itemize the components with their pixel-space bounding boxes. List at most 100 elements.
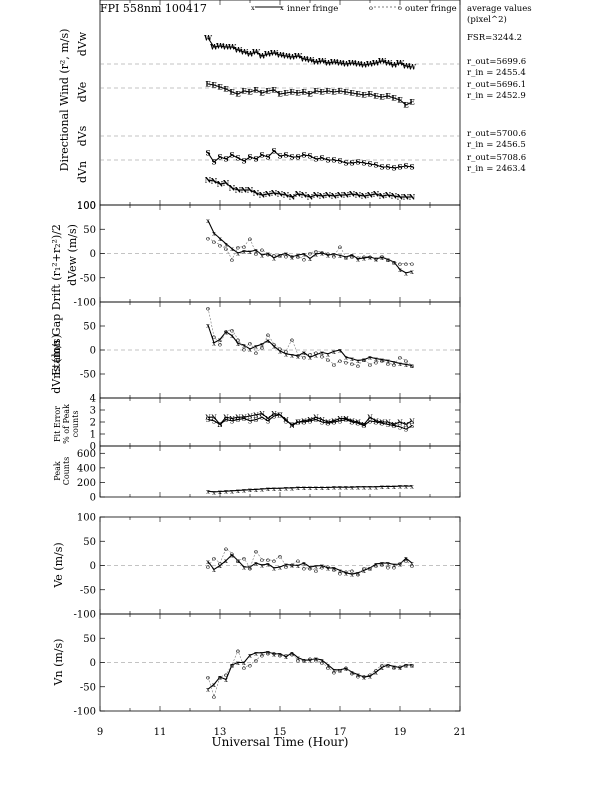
- p7-point: o: [248, 661, 252, 669]
- p5-point: x: [332, 484, 336, 492]
- p3-point: o: [248, 339, 252, 347]
- p3-point: o: [272, 341, 276, 349]
- point-dve: E: [295, 89, 300, 98]
- p3-point: x: [332, 348, 336, 356]
- p2-point: x: [350, 251, 354, 259]
- p6-point: o: [254, 547, 258, 555]
- p3-point: x: [284, 350, 288, 358]
- p4-point: N: [211, 414, 217, 422]
- dvw-r-in: r_in = 2455.4: [467, 68, 526, 78]
- p4-point: S: [302, 419, 306, 427]
- p1-label-dvs: dVs: [76, 125, 89, 146]
- p2-point: o: [236, 244, 240, 252]
- point-dvs: S: [325, 156, 330, 165]
- p3-point: o: [296, 351, 300, 359]
- p4-point: N: [397, 419, 403, 427]
- p7-point: x: [374, 669, 378, 677]
- p4-point: N: [223, 414, 229, 422]
- p7-point: o: [242, 664, 246, 672]
- p6-point: o: [302, 564, 306, 572]
- p7-point: x: [404, 661, 408, 669]
- p6-ytick-label: 0: [90, 561, 96, 572]
- p3-point: o: [410, 362, 414, 370]
- point-dvn: N: [259, 191, 266, 200]
- p5-point: x: [248, 486, 252, 494]
- p6-ylabel: Ve (m/s): [52, 542, 65, 588]
- p4-point: S: [314, 416, 318, 424]
- p7-point: o: [344, 664, 348, 672]
- p7-point: x: [380, 664, 384, 672]
- point-dve: E: [319, 88, 324, 97]
- p6-point: x: [218, 562, 222, 570]
- p7-point: x: [326, 661, 330, 669]
- p6-point: x: [266, 561, 270, 569]
- point-dvn: N: [247, 186, 254, 195]
- point-dvs: S: [247, 153, 252, 162]
- p7-point: o: [398, 663, 402, 671]
- p6-point: x: [368, 564, 372, 572]
- point-dvw: W: [263, 50, 272, 59]
- p6-point: o: [332, 566, 336, 574]
- p6-point: x: [374, 561, 378, 569]
- point-dvn: N: [409, 193, 416, 202]
- point-dve: E: [349, 89, 354, 98]
- p3-point: o: [326, 356, 330, 364]
- point-dve: E: [313, 87, 318, 96]
- p7-point: x: [350, 669, 354, 677]
- p7-ytick-label: -100: [74, 707, 96, 718]
- point-dvs: S: [253, 155, 258, 164]
- p3-point: o: [404, 357, 408, 365]
- point-dvn: N: [397, 193, 404, 202]
- p6-point: x: [410, 560, 414, 568]
- p6-ytick-label: -50: [80, 585, 96, 596]
- p7-point: x: [302, 657, 306, 665]
- p3-point: x: [290, 351, 294, 359]
- p6-point: x: [206, 558, 210, 566]
- p5-point: x: [350, 484, 354, 492]
- point-dvs: S: [277, 152, 282, 161]
- p5-point: x: [374, 483, 378, 491]
- p6-point: o: [284, 563, 288, 571]
- p2-point: x: [326, 251, 330, 259]
- p3-point: o: [230, 326, 234, 334]
- p5-point: x: [278, 485, 282, 493]
- p3-point: o: [380, 357, 384, 365]
- p4-point: N: [301, 417, 307, 425]
- p6-point: o: [404, 557, 408, 565]
- p3-point: o: [266, 331, 270, 339]
- p2-point: o: [380, 252, 384, 260]
- point-dvs: S: [307, 152, 312, 161]
- dvs-r-out: r_out=5700.6: [467, 129, 526, 139]
- x-tick-label: 17: [334, 727, 347, 738]
- point-dvw: W: [335, 59, 344, 68]
- p7-point: o: [260, 652, 264, 660]
- p7-point: o: [272, 649, 276, 657]
- p6-point: o: [392, 563, 396, 571]
- p3-point: x: [326, 350, 330, 358]
- point-dvn: N: [253, 189, 260, 198]
- p4-point: S: [344, 416, 348, 424]
- p2-point: o: [206, 234, 210, 242]
- dve-r-in: r_in = 2452.9: [467, 91, 526, 101]
- p4-ylabel-3: counts: [71, 411, 80, 438]
- p6-point: o: [338, 569, 342, 577]
- point-dve: E: [331, 88, 336, 97]
- p6-point: x: [242, 563, 246, 571]
- p3-point: x: [260, 341, 264, 349]
- p7-outer-fringe-line: [207, 649, 412, 698]
- p2-point: o: [320, 249, 324, 257]
- p7-point: o: [266, 649, 270, 657]
- p5-point: x: [206, 488, 210, 496]
- p6-point: x: [404, 555, 408, 563]
- p5-point: x: [368, 483, 372, 491]
- p2-point: o: [290, 252, 294, 260]
- p4-point: N: [205, 414, 211, 422]
- p4-ytick-label: 4: [90, 394, 96, 405]
- p4-point: N: [259, 410, 265, 418]
- p2-point: o: [284, 252, 288, 260]
- p2-point: o: [212, 238, 216, 246]
- point-dvn: N: [367, 191, 374, 200]
- p5-point: x: [344, 484, 348, 492]
- p2-ytick-label: 50: [83, 225, 96, 236]
- p2-point: x: [404, 269, 408, 277]
